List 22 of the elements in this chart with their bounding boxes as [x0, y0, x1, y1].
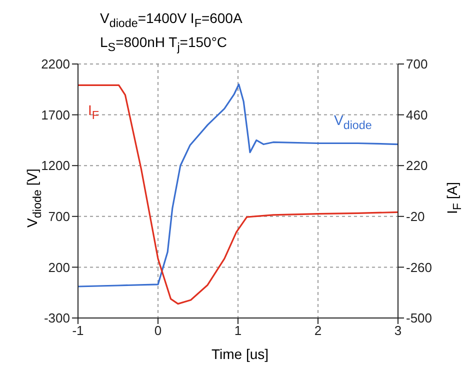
y-tick-label: 1700	[41, 107, 70, 122]
series-label: V$_{diode}$	[334, 112, 372, 132]
x-tick-label: 0	[154, 323, 162, 338]
x-tick-label: 1	[234, 323, 242, 338]
chart-title: V$_{diode}$=1400V I$_{F}$=600A	[100, 10, 242, 30]
series-label: I$_{F}$	[88, 102, 100, 122]
y-tick-label: -300	[44, 310, 70, 326]
x-tick-label: 3	[394, 323, 402, 338]
y-tick-label: 200	[48, 260, 70, 275]
y2-tick-label: 700	[406, 56, 428, 72]
x-axis-title: Time [us]	[211, 346, 269, 362]
y-tick-label: 700	[48, 209, 70, 224]
y-tick-label: 2200	[41, 56, 70, 72]
y2-tick-label: 220	[406, 158, 428, 174]
x-tick-label: -1	[72, 323, 84, 338]
y2-tick-label: -260	[406, 260, 432, 275]
y2-tick-label: -500	[406, 310, 432, 326]
x-tick-label: 2	[314, 323, 322, 338]
chart-subtitle: L$_{S}$=800nH T$_{j}$=150°C	[100, 34, 228, 54]
y2-tick-label: 460	[406, 107, 428, 122]
y-tick-label: 1200	[41, 158, 70, 174]
y2-tick-label: -20	[406, 209, 425, 224]
